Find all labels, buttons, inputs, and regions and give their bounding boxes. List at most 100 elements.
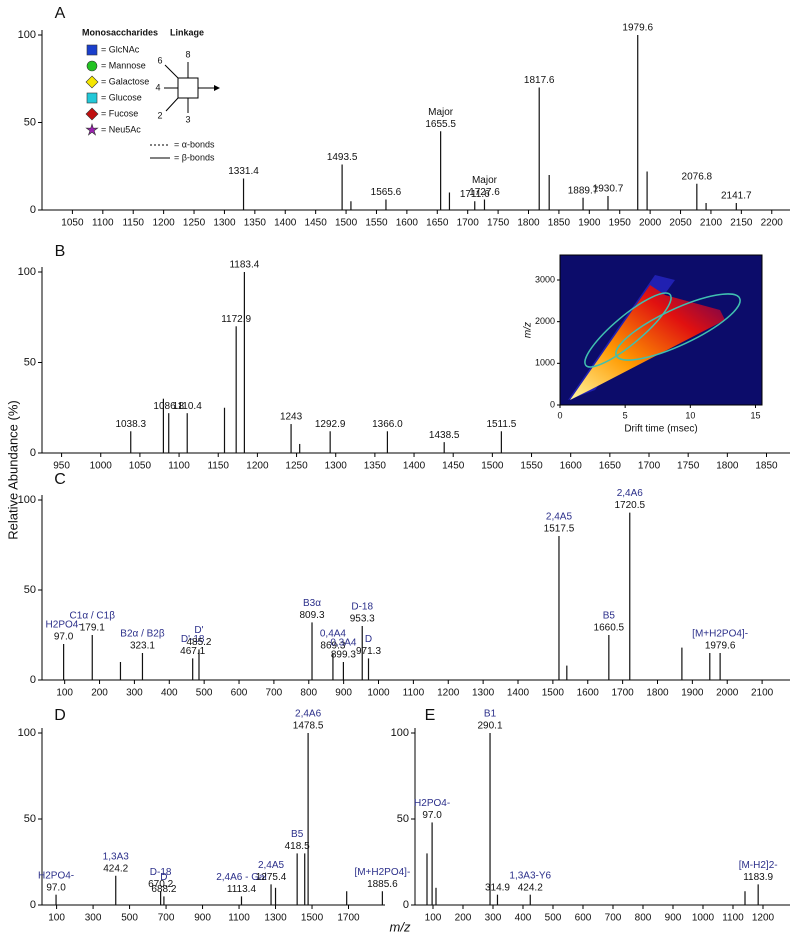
panel-label: C xyxy=(54,471,66,488)
x-tick-label: 2200 xyxy=(761,218,784,229)
peak-label: 1331.4 xyxy=(228,166,259,177)
x-tick-label: 1200 xyxy=(752,913,775,924)
y-tick-label: 3000 xyxy=(535,274,555,284)
x-tick-label: 700 xyxy=(605,913,622,924)
x-tick-label: 1400 xyxy=(274,218,297,229)
peak-label: 1979.6 xyxy=(705,641,736,652)
x-tick-label: 1900 xyxy=(681,688,704,699)
panel-label: B xyxy=(55,243,66,260)
x-tick-label: 100 xyxy=(56,688,73,699)
peak-label: 1438.5 xyxy=(429,430,460,441)
x-tick-label: 1300 xyxy=(325,461,348,472)
x-tick-label: 1700 xyxy=(638,461,661,472)
x-tick-label: 1900 xyxy=(578,218,601,229)
legend-label: = Mannose xyxy=(101,60,146,70)
peak-name: 2,4A5 xyxy=(546,512,573,523)
x-tick-label: 600 xyxy=(575,913,592,924)
x-tick-label: 1750 xyxy=(677,461,700,472)
y-tick-label: 100 xyxy=(18,494,36,506)
peak-label: 1113.4 xyxy=(227,884,257,895)
peak-label: 1183.9 xyxy=(743,872,773,883)
linkage-position: 3 xyxy=(185,114,190,124)
peak-label: 1366.0 xyxy=(372,419,403,430)
x-tick-label: 1450 xyxy=(442,461,465,472)
peak-label: 971.3 xyxy=(356,646,381,657)
peak-label: 1511.5 xyxy=(486,419,516,430)
y-tick-label: 0 xyxy=(550,399,555,409)
peak-label: 467.1 xyxy=(180,646,205,657)
x-tick-label: 500 xyxy=(196,688,213,699)
y-tick-label: 50 xyxy=(24,813,36,825)
x-tick-label: 1500 xyxy=(481,461,504,472)
x-tick-label: 1350 xyxy=(364,461,387,472)
x-axis-label: m/z xyxy=(390,919,411,934)
x-tick-label: 1050 xyxy=(129,461,152,472)
legend-label: = β-bonds xyxy=(174,152,215,162)
peak-label: 323.1 xyxy=(130,641,155,652)
y-tick-label: 100 xyxy=(18,266,36,278)
y-tick-label: 50 xyxy=(397,813,409,825)
peak-name: H2PO4- xyxy=(38,870,74,881)
peak-label: 424.2 xyxy=(518,882,543,893)
peak-label: 1727.6 xyxy=(469,187,500,198)
y-tick-label: 100 xyxy=(391,727,409,739)
x-tick-label: 1100 xyxy=(228,913,250,924)
linkage-arrow xyxy=(164,64,179,79)
peak-name: D xyxy=(160,872,167,883)
peak-name: D-18 xyxy=(150,867,172,878)
peak-label: 899.3 xyxy=(331,650,356,661)
x-tick-label: 1500 xyxy=(335,218,358,229)
peak-note: Major xyxy=(472,175,498,186)
peak-label: 1275.4 xyxy=(256,872,287,883)
y-tick-label: 100 xyxy=(18,727,36,739)
panel-label: D xyxy=(54,707,66,724)
peak-name: 2,4A6 xyxy=(617,488,644,499)
peak-name: [M+H2PO4]- xyxy=(692,629,748,640)
x-tick-label: 700 xyxy=(158,913,175,924)
peak-label: 1720.5 xyxy=(614,500,645,511)
x-tick-label: 5 xyxy=(623,410,628,420)
x-tick-label: 1800 xyxy=(716,461,739,472)
x-tick-label: 700 xyxy=(266,688,283,699)
x-tick-label: 900 xyxy=(194,913,211,924)
y-axis-label: Relative Abundance (%) xyxy=(5,400,20,539)
x-tick-label: 2000 xyxy=(716,688,739,699)
peak-name: H2PO4- xyxy=(46,620,82,631)
heatmap-ellipse xyxy=(615,293,741,361)
x-tick-label: 400 xyxy=(161,688,178,699)
peak-name: D-18 xyxy=(351,602,373,613)
peak-name: B3α xyxy=(303,598,321,609)
peak-label: 424.2 xyxy=(103,863,128,874)
peak-name: B1 xyxy=(484,709,497,720)
peak-label: 809.3 xyxy=(299,610,324,621)
heatmap-frame xyxy=(559,254,763,406)
peak-label: 1086.8 xyxy=(153,401,184,412)
x-tick-label: 2050 xyxy=(669,218,692,229)
x-tick-label: 300 xyxy=(85,913,102,924)
peak-label: 97.0 xyxy=(46,882,66,893)
peak-label: 179.1 xyxy=(80,623,105,634)
panel-label: A xyxy=(55,5,66,22)
x-tick-label: 1150 xyxy=(207,461,229,472)
x-tick-label: 1300 xyxy=(264,913,287,924)
x-tick-label: 1850 xyxy=(755,461,778,472)
peak-label: 2076.8 xyxy=(682,171,713,182)
peak-label: 2141.7 xyxy=(721,191,752,202)
y-tick-label: 1000 xyxy=(535,358,555,368)
peak-note: Major xyxy=(428,107,454,118)
peak-name: [M+H2PO4]- xyxy=(354,867,410,878)
x-tick-label: 1150 xyxy=(122,218,144,229)
x-tick-label: 1000 xyxy=(367,688,390,699)
x-tick-label: 1200 xyxy=(246,461,269,472)
legend-title: Monosaccharides xyxy=(82,27,158,37)
x-tick-label: 2100 xyxy=(751,688,774,699)
legend-title: Linkage xyxy=(170,27,204,37)
x-tick-label: 10 xyxy=(685,410,695,420)
x-tick-label: 1100 xyxy=(722,913,744,924)
x-tick-label: 1300 xyxy=(213,218,236,229)
x-tick-label: 1750 xyxy=(487,218,510,229)
y-tick-label: 0 xyxy=(30,447,36,459)
peak-name: H2PO4- xyxy=(414,798,450,809)
peak-name: 0,3A4 xyxy=(330,638,357,649)
peak-label: 97.0 xyxy=(422,810,442,821)
